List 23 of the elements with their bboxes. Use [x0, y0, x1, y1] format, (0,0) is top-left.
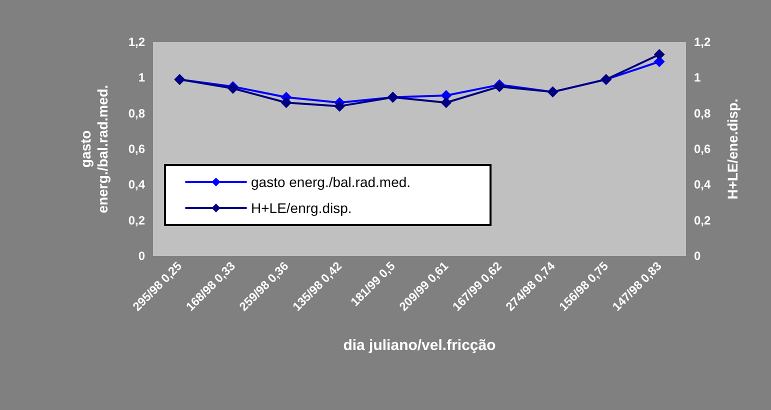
y2-tick-label: 1,2 [694, 35, 712, 49]
y-tick-label: 1 [138, 70, 146, 85]
y-tick-label: 1,2 [128, 35, 146, 49]
point [440, 97, 452, 108]
x-axis-title: dia juliano/vel.fricção [343, 337, 496, 354]
y-tick-label: 0,4 [128, 178, 146, 192]
y2-tick-label: 0,8 [694, 106, 712, 120]
y-tick-label: 0,6 [128, 142, 146, 156]
y2-tick-label: 0,2 [694, 213, 712, 228]
y-axis-title: gasto energ./bal.rad.med. [78, 84, 110, 214]
legend-label: gasto energ./bal.rad.med. [251, 174, 411, 190]
y2-tick-label: 1 [694, 70, 701, 85]
y2-tick-label: 0,4 [694, 178, 712, 192]
point [334, 100, 346, 112]
legend-label: H+LE/enrg.disp. [251, 200, 352, 216]
y-tick-label: 0,8 [128, 106, 146, 120]
y-tick-label: 0,2 [128, 213, 146, 228]
y2-tick-label: 0,6 [694, 142, 712, 156]
point [280, 97, 292, 108]
y2-tick-label: 0 [694, 249, 701, 263]
y2-axis-title: H+LE/ene.disp. [724, 98, 740, 200]
point [654, 48, 665, 60]
y-tick-label: 0 [138, 249, 146, 263]
